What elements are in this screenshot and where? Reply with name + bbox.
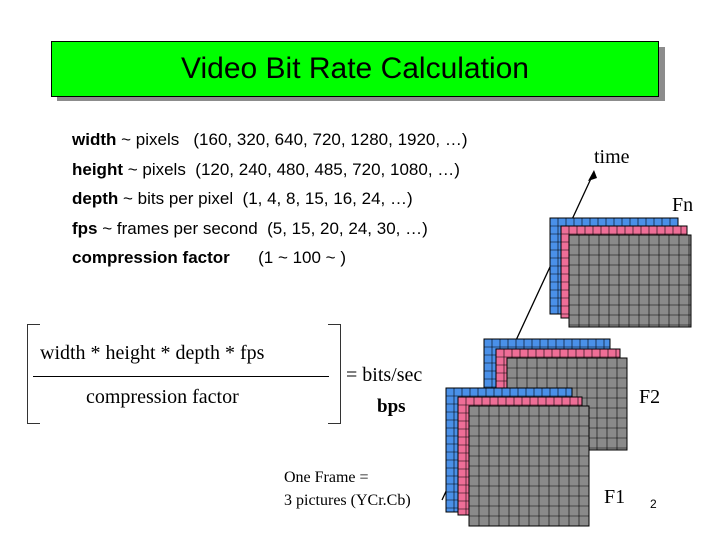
definition-width: width ~ pixels (160, 320, 640, 720, 1280…	[72, 125, 468, 155]
time-arrowhead	[588, 170, 597, 181]
page-number: 2	[650, 497, 657, 511]
desc-fps: ~ frames per second (5, 15, 20, 24, 30, …	[97, 218, 428, 238]
title-box: Video Bit Rate Calculation	[51, 41, 659, 97]
term-depth: depth	[72, 189, 119, 208]
definition-height: height ~ pixels (120, 240, 480, 485, 720…	[72, 155, 468, 185]
f1-layer-gray	[468, 405, 590, 527]
fraction-line	[33, 376, 329, 377]
desc-compression: (1 ~ 100 ~ )	[229, 248, 346, 267]
frame-caption: One Frame = 3 pictures (YCr.Cb)	[284, 466, 411, 512]
frame-caption-line2: 3 pictures (YCr.Cb)	[284, 492, 411, 509]
left-bracket	[27, 324, 40, 424]
formula-numerator: width * height * depth * fps	[40, 342, 265, 364]
time-label: time	[594, 146, 630, 168]
definition-depth: depth ~ bits per pixel (1, 4, 8, 15, 16,…	[72, 184, 468, 214]
right-bracket	[328, 324, 341, 424]
desc-width: ~ pixels (160, 320, 640, 720, 1280, 1920…	[116, 130, 468, 149]
page-title: Video Bit Rate Calculation	[181, 52, 529, 85]
definition-fps: fps ~ frames per second (5, 15, 20, 24, …	[72, 214, 468, 244]
fn-layer-gray	[568, 234, 692, 328]
formula-denominator: compression factor	[86, 386, 239, 408]
frame-caption-line1: One Frame =	[284, 469, 369, 486]
frame-f1-label: F1	[604, 486, 626, 508]
term-fps: fps	[72, 218, 98, 238]
desc-depth: ~ bits per pixel (1, 4, 8, 15, 16, 24, ……	[118, 189, 413, 208]
definition-compression: compression factor (1 ~ 100 ~ )	[72, 243, 468, 273]
frame-f2-label: F2	[639, 386, 661, 408]
frame-fn-label: Fn	[672, 194, 694, 216]
formula-result: = bits/sec	[346, 364, 423, 386]
term-compression: compression factor	[72, 248, 230, 267]
term-width: width	[72, 130, 117, 149]
formula-unit: bps	[377, 396, 406, 417]
desc-height: ~ pixels (120, 240, 480, 485, 720, 1080,…	[123, 159, 460, 179]
definitions-list: width ~ pixels (160, 320, 640, 720, 1280…	[72, 125, 468, 273]
term-height: height	[72, 159, 123, 179]
